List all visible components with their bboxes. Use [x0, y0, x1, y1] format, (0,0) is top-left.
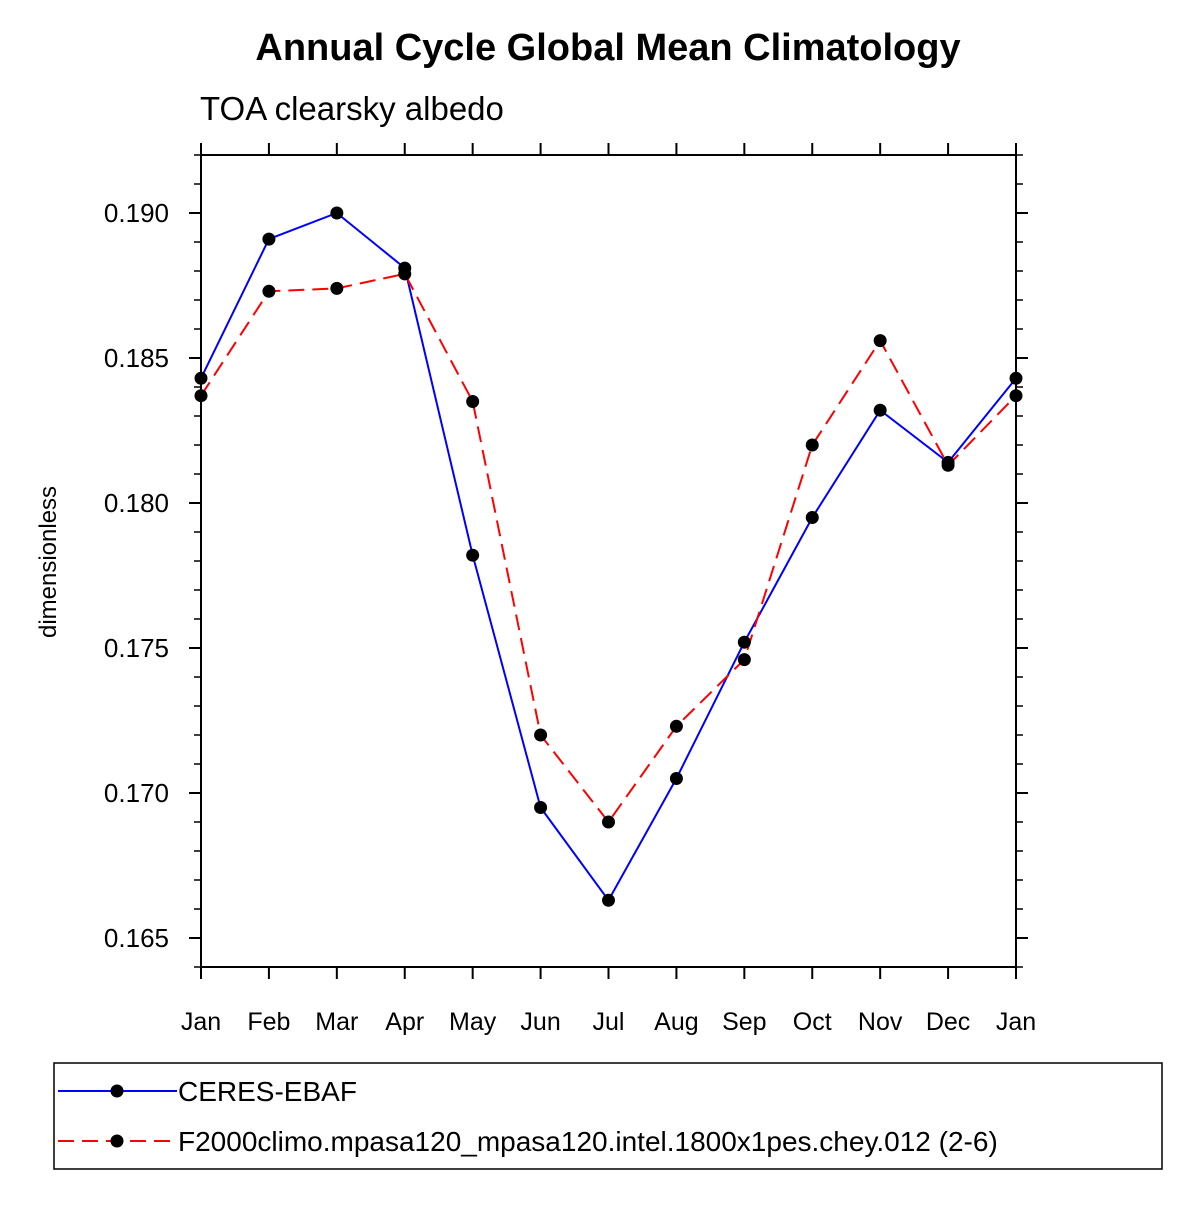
y-tick-label: 0.180	[104, 488, 169, 518]
x-tick-label: May	[449, 1008, 497, 1036]
y-axis-label: dimensionless	[35, 486, 62, 638]
x-tick-label: Jan	[181, 1008, 221, 1036]
x-tick-label: Mar	[315, 1008, 358, 1036]
y-tick-label: 0.175	[104, 633, 169, 663]
y-tick-label: 0.190	[104, 198, 169, 228]
series-0-point	[466, 548, 480, 562]
series-1-point	[602, 815, 615, 829]
series-1-point	[669, 719, 683, 733]
series-1-point	[805, 438, 819, 452]
x-tick-label: Nov	[858, 1008, 903, 1036]
series-0-point	[805, 511, 819, 524]
y-tick-label: 0.185	[104, 343, 169, 373]
legend: CERES-EBAF F2000climo.mpasa120_mpasa120.i…	[53, 1062, 1163, 1170]
chart-subtitle: TOA clearsky albedo	[200, 90, 504, 127]
x-tick-label: Apr	[385, 1008, 424, 1036]
legend-label-1: F2000climo.mpasa120_mpasa120.intel.1800x…	[178, 1126, 998, 1157]
series-0-point	[737, 635, 751, 649]
x-tick-label: Sep	[722, 1008, 766, 1036]
x-tick-label: Jan	[996, 1008, 1036, 1036]
series-1-point	[466, 395, 480, 408]
y-tick-label: 0.165	[104, 923, 169, 953]
plot-frame	[200, 154, 1017, 968]
x-tick-label: Jun	[520, 1008, 560, 1036]
legend-label-0: CERES-EBAF	[178, 1076, 357, 1107]
legend-marker-1	[110, 1134, 124, 1148]
series-0-point	[534, 801, 548, 814]
series-0-point	[602, 893, 615, 907]
chart-title: Annual Cycle Global Mean Climatology	[255, 27, 960, 69]
legend-marker-0	[110, 1084, 124, 1098]
plot-area: 0.165 0.170 0.175 0.180 0.185 0.190 Jan Feb Mar A…	[104, 143, 1036, 1036]
x-tick-label: Jul	[593, 1008, 625, 1036]
series-line-0	[200, 211, 1017, 903]
series-1-point	[398, 267, 412, 281]
x-tick-label: Oct	[793, 1008, 832, 1036]
x-tick-label: Dec	[926, 1008, 970, 1036]
series-1-point	[330, 281, 344, 295]
series-1-point	[737, 653, 751, 667]
y-tick-label: 0.170	[104, 778, 169, 808]
series-1-point	[534, 728, 548, 742]
series-1-point	[262, 284, 276, 298]
series-1-point	[941, 458, 955, 472]
legend-box	[53, 1062, 1163, 1170]
series-0-point	[330, 206, 344, 220]
series-0-point	[873, 403, 887, 417]
series-0-point	[262, 232, 276, 246]
x-tick-label: Feb	[247, 1008, 290, 1036]
series-1-point	[873, 334, 887, 348]
series-0-point	[669, 772, 683, 785]
x-tick-label: Aug	[654, 1008, 698, 1036]
series-line-1	[200, 272, 1017, 824]
